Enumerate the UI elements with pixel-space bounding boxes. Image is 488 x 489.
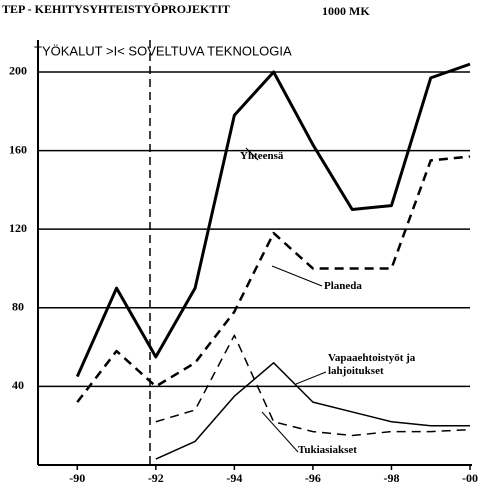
x-tick-label: -92 <box>148 471 164 485</box>
series-label-text: Tukiasiakset <box>298 444 357 456</box>
series-label-text: Planeda <box>324 280 362 292</box>
x-tick-label: -96 <box>305 471 321 485</box>
series-label: Yhteensä <box>240 150 284 162</box>
y-tick-label: 200 <box>9 64 27 78</box>
x-tick-label: -98 <box>383 471 399 485</box>
series-line <box>155 362 470 460</box>
series-label-text: Yhteensä <box>240 150 284 162</box>
chart-title: TEP - KEHITYSYHTEISTYÖPROJEKTIT <box>2 2 230 16</box>
series-label-text: Vapaaehtoistyöt ja lahjoitukset <box>328 352 416 377</box>
x-tick-label: -00 <box>462 471 478 485</box>
x-tick-label: -90 <box>69 471 85 485</box>
y-tick-label: 80 <box>12 300 24 314</box>
series-label: Vapaaehtoistyöt ja lahjoitukset <box>328 352 416 377</box>
x-tick-label: -94 <box>226 471 242 485</box>
y-tick-label: 120 <box>9 221 27 235</box>
y-tick-label: 160 <box>9 142 27 156</box>
y-tick-label: 40 <box>12 378 24 392</box>
series-label: Planeda <box>324 280 362 292</box>
series-line <box>155 334 471 437</box>
unit-label: 1000 MK <box>322 4 370 18</box>
leader <box>271 265 323 287</box>
chart-subtitle: TYÖKALUT >I< SOVELTUVA TEKNOLOGIA <box>34 43 292 58</box>
leader <box>261 411 299 453</box>
series-line <box>75 62 471 378</box>
series-line <box>76 155 471 403</box>
leader <box>295 371 327 385</box>
series-label: Tukiasiakset <box>298 444 357 456</box>
